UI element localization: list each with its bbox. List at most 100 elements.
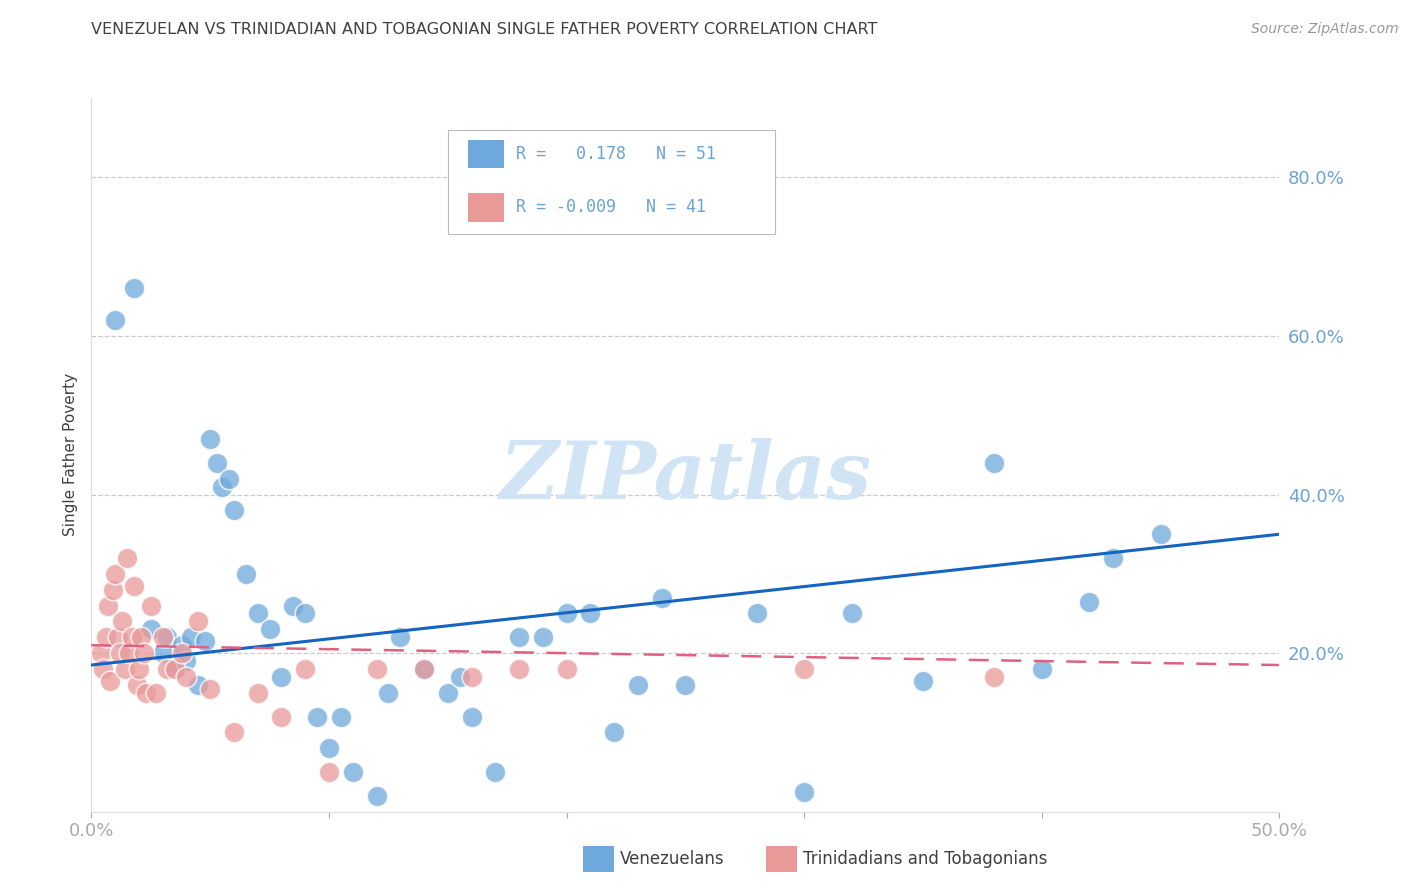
Point bbox=[270, 709, 292, 723]
Point bbox=[531, 630, 554, 644]
Point bbox=[366, 662, 388, 676]
Point bbox=[170, 646, 193, 660]
Point bbox=[104, 313, 127, 327]
Point bbox=[170, 638, 193, 652]
Point bbox=[122, 579, 145, 593]
Point bbox=[1031, 662, 1053, 676]
Point bbox=[793, 785, 815, 799]
Point bbox=[307, 709, 329, 723]
Text: R = -0.009   N = 41: R = -0.009 N = 41 bbox=[516, 198, 706, 216]
Point bbox=[745, 607, 768, 621]
Point bbox=[235, 566, 257, 581]
Point bbox=[1102, 551, 1125, 566]
Point bbox=[329, 709, 352, 723]
Point bbox=[128, 662, 150, 676]
Point bbox=[318, 741, 340, 756]
Point bbox=[163, 662, 186, 676]
Point bbox=[111, 615, 134, 629]
Text: Venezuelans: Venezuelans bbox=[620, 850, 724, 868]
Point bbox=[318, 765, 340, 780]
Point bbox=[139, 623, 162, 637]
Point bbox=[555, 662, 578, 676]
Point bbox=[259, 623, 281, 637]
Point bbox=[152, 646, 174, 660]
Y-axis label: Single Father Poverty: Single Father Poverty bbox=[63, 374, 79, 536]
Point bbox=[627, 678, 650, 692]
Point bbox=[508, 662, 530, 676]
Point bbox=[270, 670, 292, 684]
Point bbox=[200, 432, 222, 446]
Point bbox=[283, 599, 305, 613]
Point bbox=[114, 662, 136, 676]
Point bbox=[97, 599, 120, 613]
Point bbox=[294, 607, 316, 621]
Point bbox=[841, 607, 863, 621]
Point bbox=[246, 607, 269, 621]
Point bbox=[555, 607, 578, 621]
FancyBboxPatch shape bbox=[447, 130, 775, 234]
Text: R =   0.178   N = 51: R = 0.178 N = 51 bbox=[516, 145, 716, 162]
Point bbox=[207, 456, 229, 470]
Point bbox=[366, 789, 388, 803]
Point bbox=[145, 686, 167, 700]
Point bbox=[449, 670, 471, 684]
Point bbox=[129, 630, 152, 644]
Point bbox=[121, 630, 143, 644]
Point bbox=[294, 662, 316, 676]
Point bbox=[176, 670, 198, 684]
Point bbox=[118, 646, 141, 660]
Point bbox=[187, 678, 209, 692]
Point bbox=[187, 615, 209, 629]
Point bbox=[793, 662, 815, 676]
Point bbox=[200, 681, 222, 696]
Text: ZIPatlas: ZIPatlas bbox=[499, 438, 872, 515]
Point bbox=[156, 662, 179, 676]
Text: Source: ZipAtlas.com: Source: ZipAtlas.com bbox=[1251, 22, 1399, 37]
Point bbox=[389, 630, 412, 644]
Point bbox=[135, 686, 157, 700]
Point bbox=[911, 673, 934, 688]
Point bbox=[222, 503, 245, 517]
Point bbox=[218, 472, 240, 486]
Point bbox=[673, 678, 696, 692]
Point bbox=[91, 662, 114, 676]
Point bbox=[180, 630, 202, 644]
Point bbox=[1149, 527, 1171, 541]
Text: VENEZUELAN VS TRINIDADIAN AND TOBAGONIAN SINGLE FATHER POVERTY CORRELATION CHART: VENEZUELAN VS TRINIDADIAN AND TOBAGONIAN… bbox=[91, 22, 877, 37]
Point bbox=[176, 654, 198, 668]
Point bbox=[101, 582, 124, 597]
Point bbox=[508, 630, 530, 644]
Point bbox=[194, 634, 217, 648]
Point bbox=[115, 551, 138, 566]
Point bbox=[132, 646, 155, 660]
Point bbox=[983, 670, 1005, 684]
Point bbox=[603, 725, 626, 739]
Point bbox=[104, 566, 127, 581]
Point bbox=[139, 599, 162, 613]
Point bbox=[107, 630, 129, 644]
Point bbox=[122, 281, 145, 295]
FancyBboxPatch shape bbox=[468, 193, 503, 221]
Point bbox=[460, 670, 482, 684]
Point bbox=[436, 686, 458, 700]
Point bbox=[413, 662, 436, 676]
Point bbox=[460, 709, 482, 723]
Point bbox=[342, 765, 364, 780]
Point bbox=[377, 686, 399, 700]
Point bbox=[152, 630, 174, 644]
Point bbox=[222, 725, 245, 739]
Point bbox=[983, 456, 1005, 470]
Text: Trinidadians and Tobagonians: Trinidadians and Tobagonians bbox=[803, 850, 1047, 868]
Point bbox=[413, 662, 436, 676]
Point bbox=[246, 686, 269, 700]
Point bbox=[163, 662, 186, 676]
Point bbox=[484, 765, 506, 780]
Point bbox=[108, 646, 131, 660]
Point bbox=[211, 480, 233, 494]
Point bbox=[579, 607, 602, 621]
Point bbox=[94, 630, 117, 644]
Point bbox=[125, 678, 148, 692]
Point bbox=[100, 673, 122, 688]
Point bbox=[156, 630, 179, 644]
Point bbox=[90, 646, 112, 660]
